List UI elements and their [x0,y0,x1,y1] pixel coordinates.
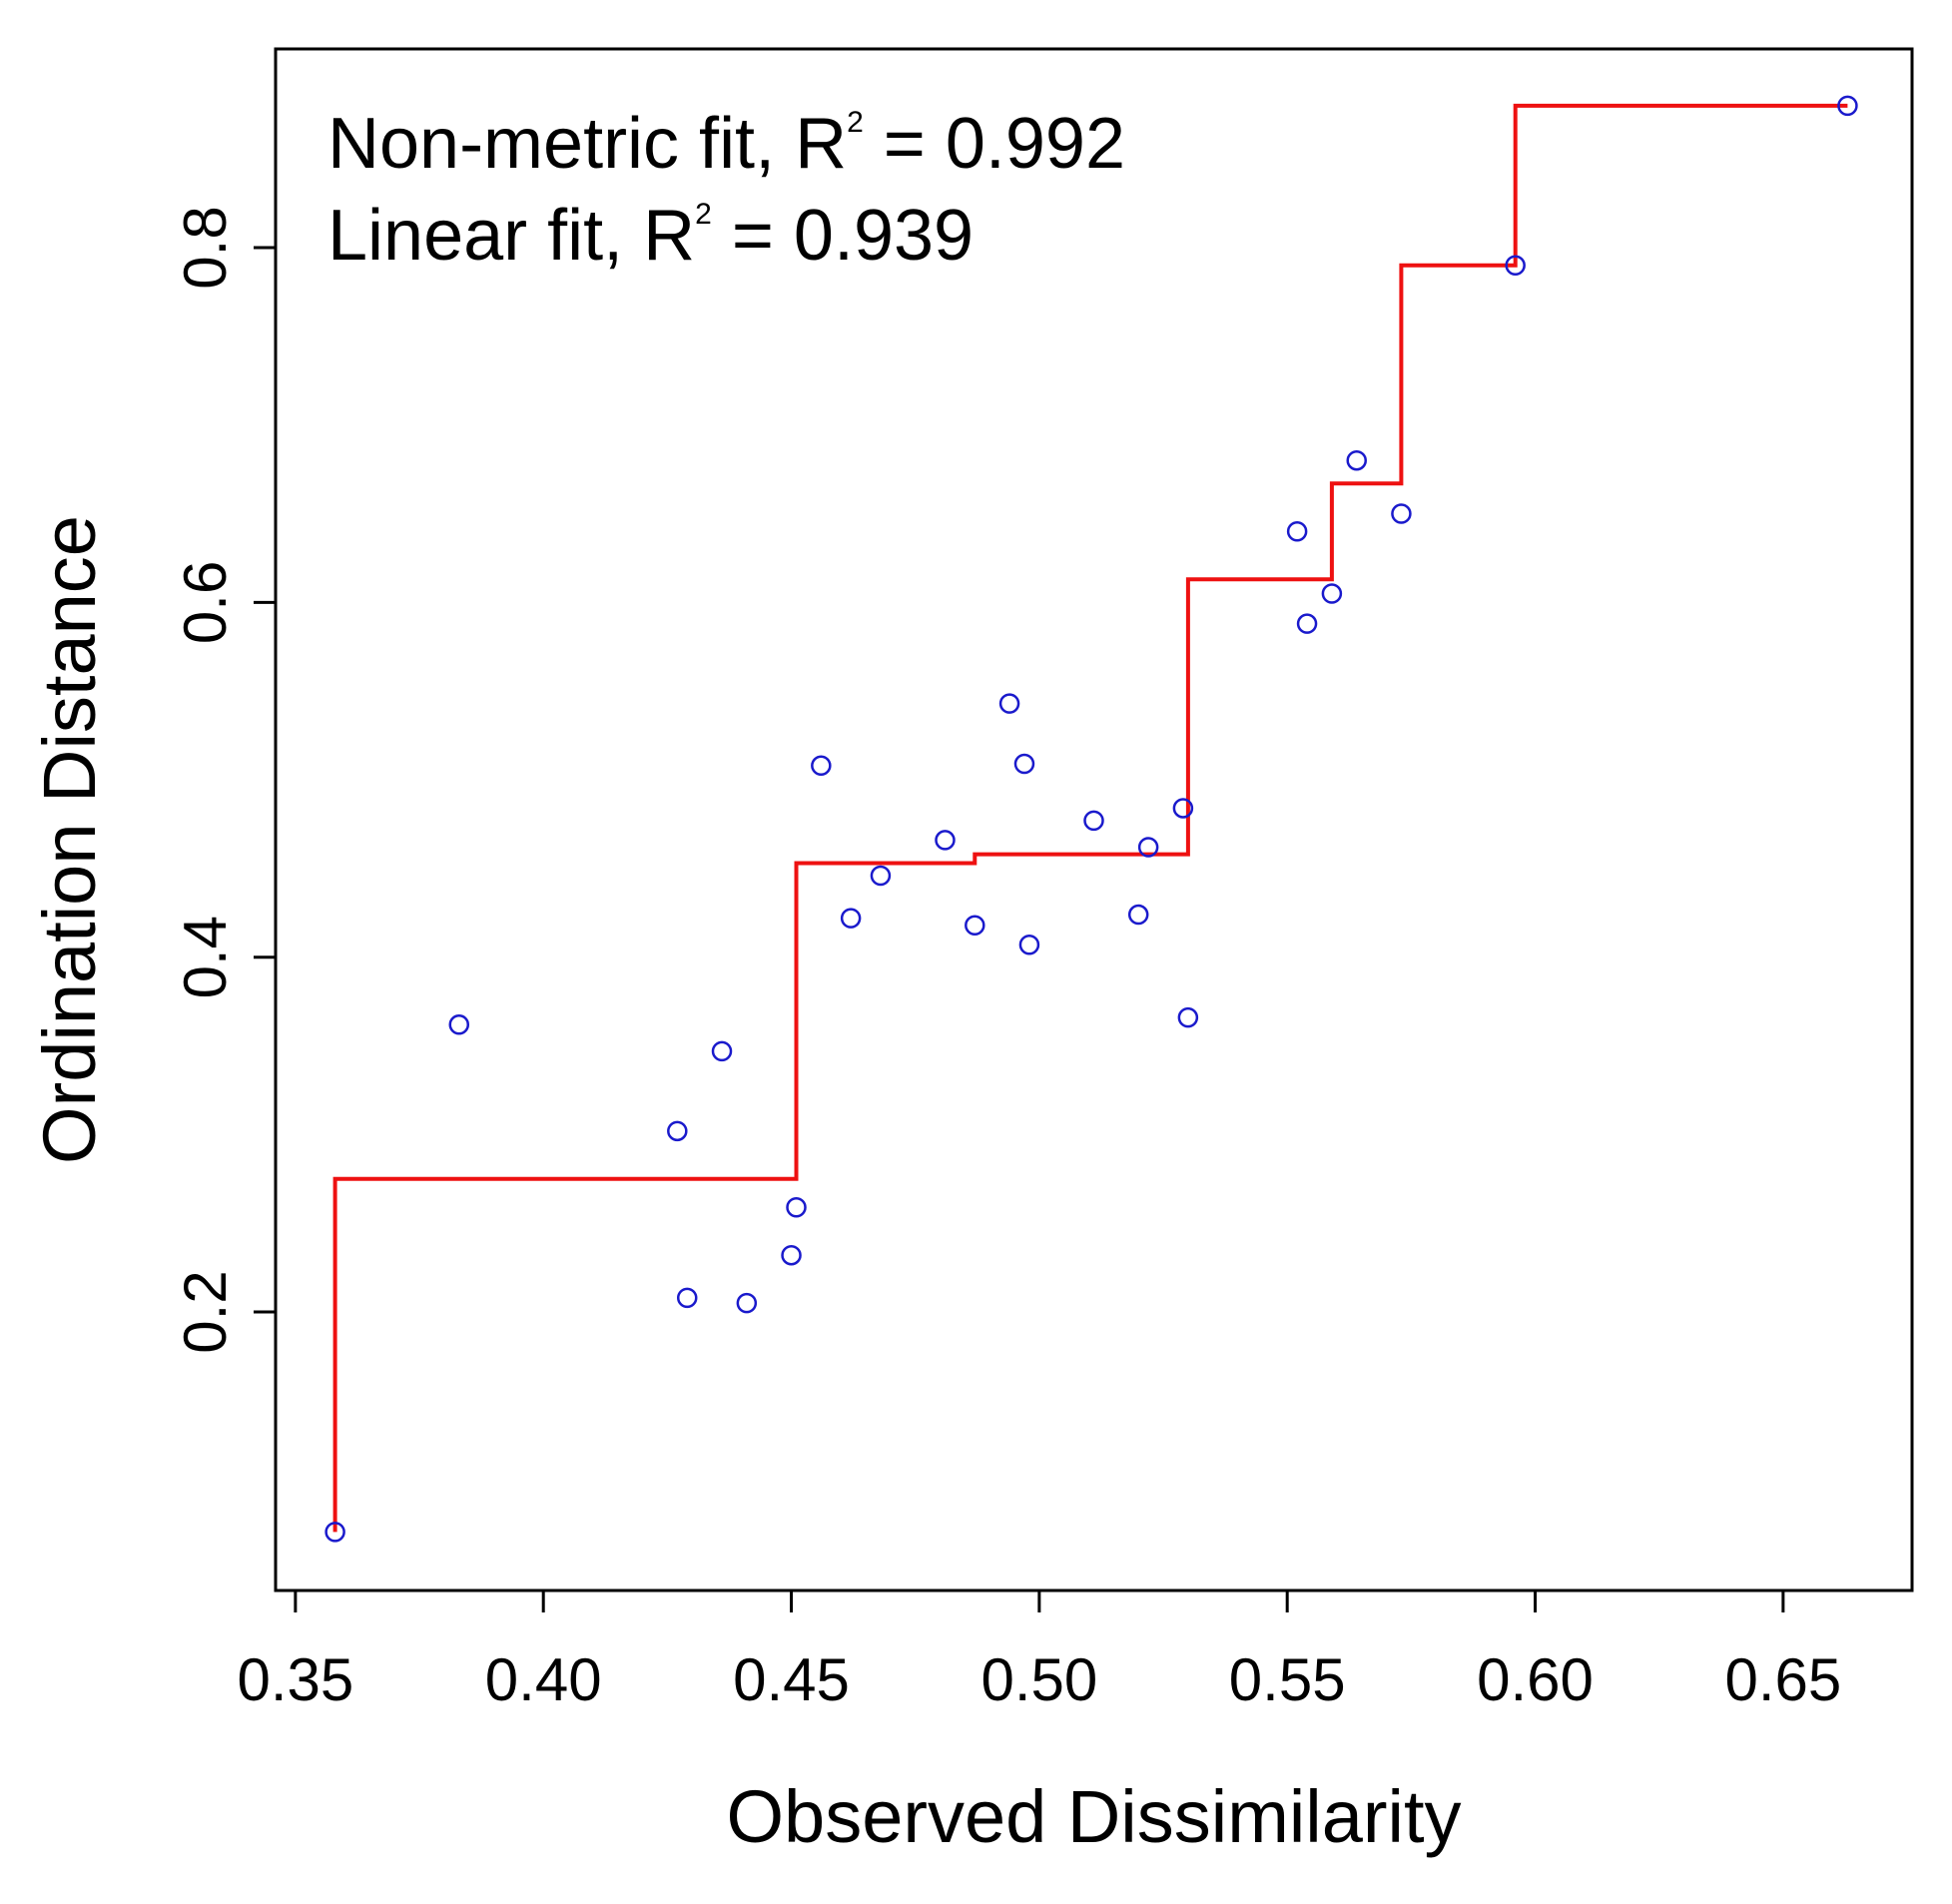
data-point [1346,449,1367,471]
data-point [786,1196,807,1218]
y-tick-label: 0.2 [172,1270,239,1353]
non-metric-fit-prefix: Non-metric fit, R [327,104,847,184]
linear-fit-value: = 0.939 [712,196,974,276]
data-point [1321,583,1343,604]
data-point [840,908,862,929]
y-axis-title: Ordination Distance [28,515,111,1164]
data-point [676,1287,698,1309]
data-point [935,830,956,851]
points-layer [325,95,1858,1543]
x-tick-label: 0.50 [980,1646,1097,1713]
y-tick-label: 0.4 [172,916,239,998]
axes-layer: 0.35 0.40 0.45 0.50 0.55 0.60 0.65 0.2 0.4 0.6 0.8 [172,47,1914,1713]
data-point [1296,613,1318,634]
data-point [811,755,832,777]
data-point [1837,95,1858,117]
x-tick-label: 0.45 [733,1646,850,1713]
data-point [1137,837,1159,858]
data-point [1286,521,1308,542]
data-point [711,1040,733,1062]
data-point [998,693,1020,714]
x-tick-label: 0.35 [237,1646,353,1713]
labels-layer: Observed Dissimilarity Ordination Distan… [28,104,1462,1858]
x-tick-label: 0.40 [485,1646,602,1713]
data-point [965,915,985,936]
data-point [1391,503,1412,524]
y-tick-label: 0.8 [172,206,239,289]
x-axis-title: Observed Dissimilarity [726,1775,1461,1858]
data-point [448,1013,470,1035]
linear-fit-sup: 2 [695,198,712,231]
non-metric-fit-sup: 2 [847,106,864,139]
non-metric-fit-value: = 0.992 [864,104,1125,184]
data-point [1127,904,1149,926]
data-point [870,865,892,887]
linear-fit-prefix: Linear fit, R [327,196,695,276]
data-point [325,1522,345,1543]
data-point [781,1244,802,1266]
data-point [1083,810,1104,832]
data-point [1172,798,1194,819]
data-point [667,1120,688,1142]
data-point [1177,1006,1199,1028]
x-tick-label: 0.55 [1229,1646,1346,1713]
data-point [1018,935,1040,955]
linear-fit-annotation: Linear fit, R2 = 0.939 [327,196,974,276]
x-tick-label: 0.65 [1724,1646,1841,1713]
fit-layer [332,103,1848,1533]
non-metric-fit-annotation: Non-metric fit, R2 = 0.992 [327,104,1125,184]
data-point [1505,255,1526,277]
data-point [736,1292,758,1314]
step-fit-line [332,103,1848,1533]
data-point [1013,753,1035,775]
x-tick-label: 0.60 [1477,1646,1594,1713]
y-tick-label: 0.6 [172,561,239,644]
plot-frame [274,47,1914,1592]
